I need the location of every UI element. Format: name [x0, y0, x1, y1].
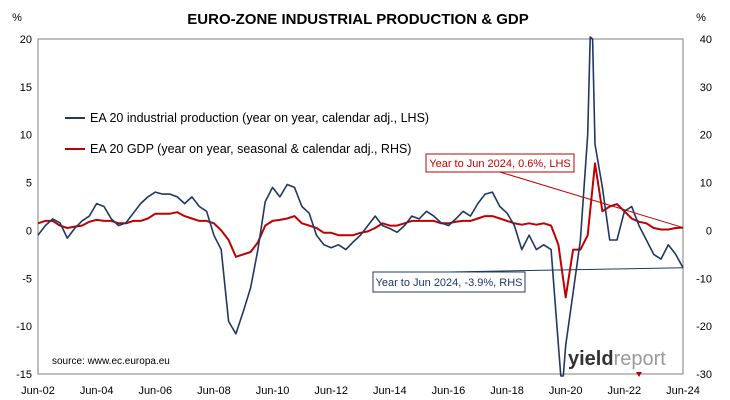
- right-axis-unit: %: [696, 12, 706, 24]
- legend-label-gdp: EA 20 GDP (year on year, seasonal & cale…: [90, 142, 411, 156]
- yieldreport-logo: yieldreport: [568, 348, 666, 377]
- annotation-gdp-text: Year to Jun 2024, 0.6%, LHS: [429, 158, 570, 170]
- x-tick-label: Jun-02: [21, 385, 55, 397]
- x-tick-label: Jun-20: [549, 385, 583, 397]
- annotation-gdp: Year to Jun 2024, 0.6%, LHS: [425, 153, 684, 229]
- right-tick-label: -10: [696, 273, 712, 285]
- annotation-gdp-leader: [499, 171, 684, 229]
- legend: EA 20 industrial production (year on yea…: [65, 111, 429, 156]
- annotation-ip: Year to Jun 2024, -3.9%, RHS: [372, 267, 684, 293]
- x-axis: Jun-02 Jun-04 Jun-06 Jun-08 Jun-10 Jun-12 Jun-…: [21, 385, 700, 397]
- logo-part-1: yield: [568, 348, 614, 370]
- x-tick-label: Jun-12: [314, 385, 348, 397]
- left-tick-label: 20: [20, 34, 32, 46]
- x-tick-label: Jun-18: [490, 385, 524, 397]
- x-tick-label: Jun-14: [373, 385, 407, 397]
- annotation-ip-text: Year to Jun 2024, -3.9%, RHS: [376, 277, 523, 289]
- right-tick-label: 10: [700, 178, 712, 190]
- annotation-ip-leader: [448, 267, 684, 273]
- x-tick-label: Jun-10: [256, 385, 290, 397]
- right-tick-label: -20: [696, 321, 712, 333]
- x-tick-label: Jun-24: [666, 385, 700, 397]
- left-tick-label: -10: [16, 321, 32, 333]
- svg-text:yieldreport: yieldreport: [568, 348, 666, 370]
- legend-label-ip: EA 20 industrial production (year on yea…: [90, 111, 429, 125]
- left-axis: 20 15 10 5 0 -5 -10 -15: [16, 34, 32, 381]
- logo-part-2: report: [614, 348, 667, 370]
- left-tick-label: 5: [26, 178, 32, 190]
- left-tick-label: 15: [20, 82, 32, 94]
- left-tick-label: -5: [22, 273, 32, 285]
- annotation-gdp-box: [425, 153, 575, 173]
- left-tick-label: -15: [16, 369, 32, 381]
- plot-area: [37, 38, 684, 375]
- right-tick-label: 30: [700, 82, 712, 94]
- left-tick-label: 10: [20, 130, 32, 142]
- right-tick-label: 40: [700, 34, 712, 46]
- gdp-series-line: [37, 162, 684, 299]
- series-lines: [37, 36, 684, 377]
- right-tick-label: 0: [706, 225, 712, 237]
- x-tick-label: Jun-04: [80, 385, 114, 397]
- annotation-ip-box: [372, 271, 526, 293]
- right-tick-label: 20: [700, 130, 712, 142]
- logo-marker-icon: [636, 372, 642, 377]
- right-tick-label: -30: [696, 369, 712, 381]
- x-tick-label: Jun-06: [138, 385, 172, 397]
- right-axis: 40 30 20 10 0 -10 -20 -30: [696, 34, 712, 381]
- left-axis-unit: %: [12, 12, 22, 24]
- left-tick-label: 0: [26, 225, 32, 237]
- industrial-production-series-line: [37, 36, 684, 377]
- chart-title: EURO-ZONE INDUSTRIAL PRODUCTION & GDP: [187, 11, 528, 28]
- x-tick-label: Jun-22: [608, 385, 642, 397]
- source-note: source: www.ec.europa.eu: [52, 356, 170, 367]
- x-tick-label: Jun-16: [432, 385, 466, 397]
- x-tick-label: Jun-08: [197, 385, 231, 397]
